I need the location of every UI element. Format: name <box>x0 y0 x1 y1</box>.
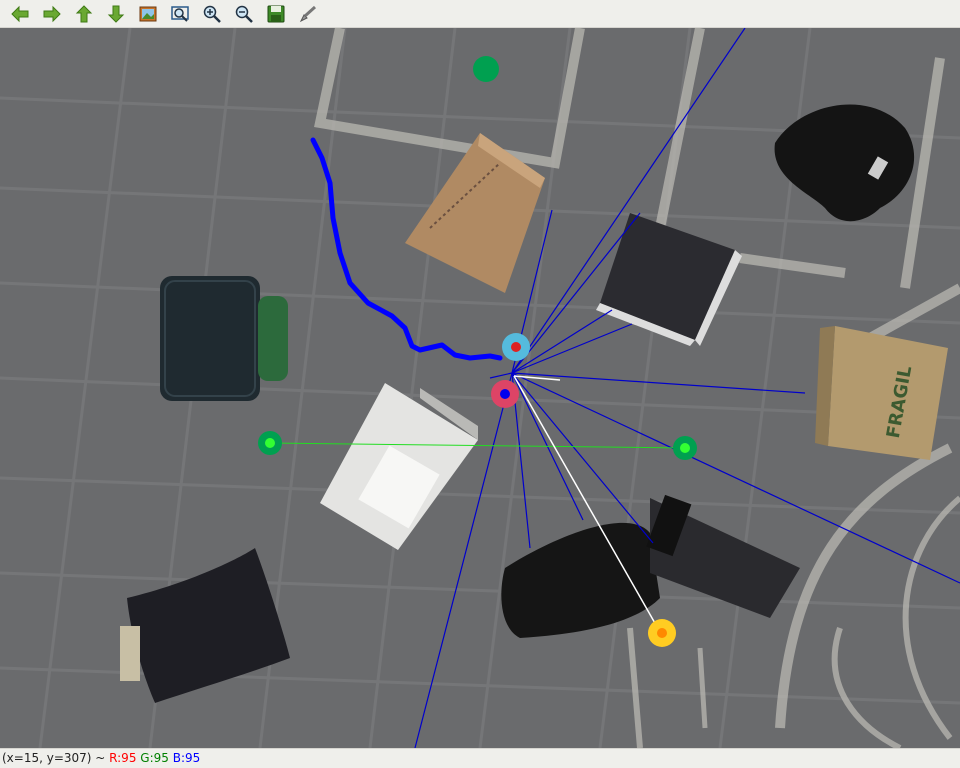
forward-button[interactable] <box>36 1 68 27</box>
camera-frame: FRAGIL <box>0 28 960 748</box>
arrow-down-icon <box>107 5 125 23</box>
zoom-fit-button[interactable] <box>164 1 196 27</box>
zoom-out-icon <box>235 5 253 23</box>
up-button[interactable] <box>68 1 100 27</box>
goal-end-dot <box>680 443 690 453</box>
robot-rear-dot <box>500 389 510 399</box>
arrow-right-icon <box>43 5 61 22</box>
target-dot <box>657 628 667 638</box>
back-button[interactable] <box>4 1 36 27</box>
status-bar: (x=15, y=307) ~ R:95 G:95 B:95 <box>0 748 960 768</box>
white-box <box>320 383 478 550</box>
goal-start-dot <box>265 438 275 448</box>
target-line <box>513 375 661 633</box>
robot-center-dot <box>511 342 521 352</box>
image-canvas[interactable]: FRAGIL <box>0 28 960 748</box>
tape-marks <box>314 28 960 748</box>
zoom-fit-icon <box>171 5 189 22</box>
toolbar <box>0 0 960 28</box>
settings-brush-icon <box>299 5 317 22</box>
goal-line <box>269 442 686 449</box>
pixel-blue-value: B:95 <box>172 751 201 765</box>
image-icon <box>139 6 157 21</box>
properties-button[interactable] <box>292 1 324 27</box>
zoom-in-button[interactable] <box>196 1 228 27</box>
zoom-out-button[interactable] <box>228 1 260 27</box>
arrow-up-icon <box>75 4 93 22</box>
fragile-box: FRAGIL <box>815 326 948 460</box>
black-luggage <box>501 494 800 638</box>
waypoint-marker <box>473 56 499 82</box>
dark-suitcase <box>160 276 288 401</box>
heading-line <box>513 375 561 381</box>
pixel-red-value: R:95 <box>109 751 137 765</box>
black-backpack <box>774 104 915 222</box>
zoom-in-icon <box>203 5 221 23</box>
down-button[interactable] <box>100 1 132 27</box>
dark-cloth <box>120 548 290 703</box>
cursor-coords: (x=15, y=307) ~ <box>2 751 110 765</box>
dark-panel-box <box>596 213 742 346</box>
pixel-green-value: G:95 <box>140 751 169 765</box>
cardboard-box <box>405 133 545 293</box>
arrow-left-icon <box>11 5 29 22</box>
robot-path <box>310 137 503 361</box>
image-button[interactable] <box>132 1 164 27</box>
save-button[interactable] <box>260 1 292 27</box>
save-icon <box>267 5 285 22</box>
